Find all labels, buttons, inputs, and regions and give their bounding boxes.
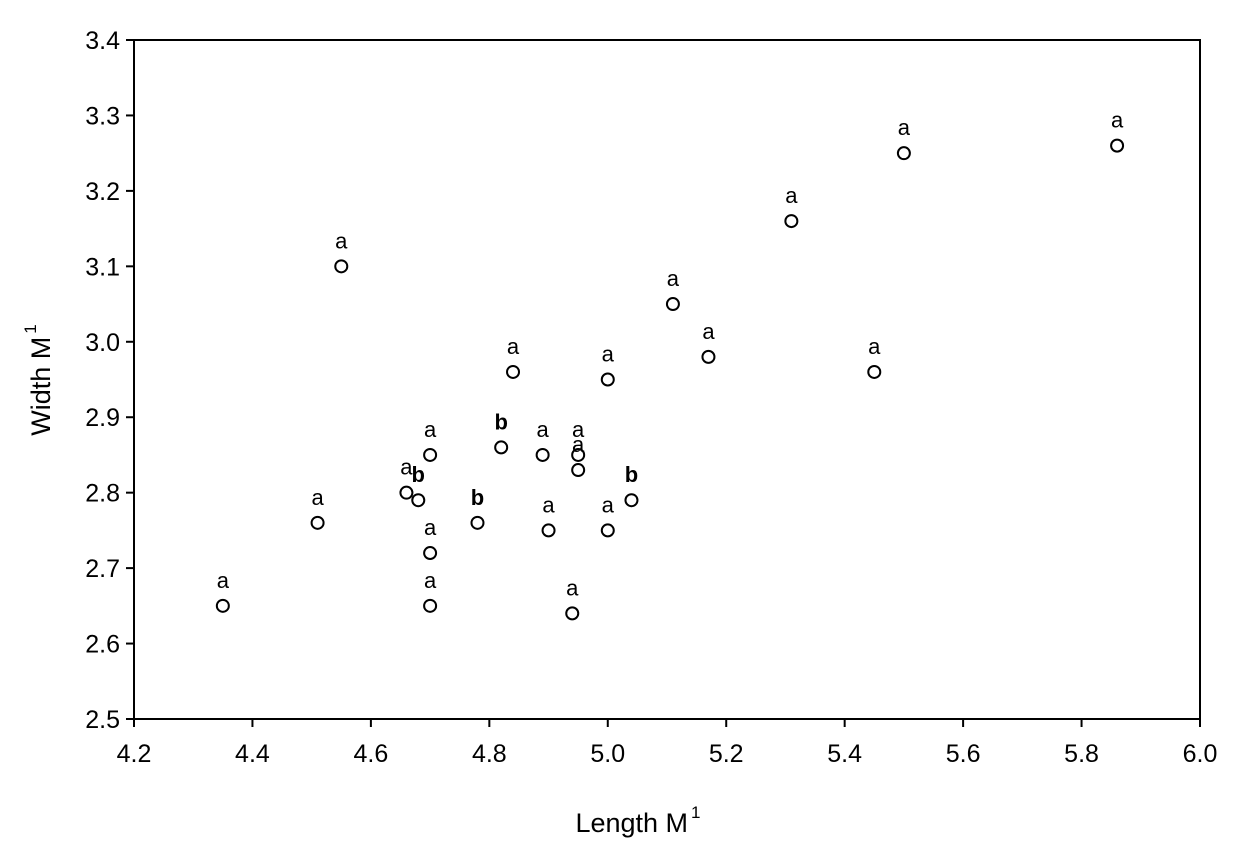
x-tick-label: 5.6 [946, 740, 981, 768]
data-point-label: a [311, 485, 324, 510]
data-point-marker [565, 606, 580, 621]
data-point-label: a [424, 515, 437, 540]
x-tick-label: 4.8 [472, 740, 507, 768]
data-point-label: b [412, 462, 425, 487]
y-tick-label: 2.6 [85, 631, 120, 659]
data-point-label: a [1111, 108, 1124, 133]
plot-frame [133, 39, 1201, 720]
data-point-label: b [625, 462, 638, 487]
y-axis-title-text: Width M [26, 337, 56, 436]
y-tick-label: 3.0 [85, 329, 120, 357]
data-point-label: b [471, 485, 484, 510]
data-point-label: a [702, 319, 715, 344]
x-axis-title-text: Length M [575, 808, 688, 838]
data-point-marker [470, 515, 485, 530]
data-point-marker [423, 447, 438, 462]
data-point-marker [399, 485, 414, 500]
data-point-label: a [507, 334, 520, 359]
data-point-label: a [424, 568, 437, 593]
data-point-marker [423, 546, 438, 561]
data-point-label: a [785, 183, 798, 208]
x-tick-label: 5.2 [709, 740, 744, 768]
y-tick-label: 2.7 [85, 555, 120, 583]
data-point-label: a [572, 417, 585, 442]
data-point-marker [541, 523, 556, 538]
x-tick-label: 5.4 [827, 740, 862, 768]
y-tick-label: 3.3 [85, 102, 120, 130]
data-point-marker [867, 364, 882, 379]
x-tick-label: 4.4 [235, 740, 270, 768]
data-point-marker [896, 146, 911, 161]
data-point-marker [506, 364, 521, 379]
data-point-label: a [667, 266, 680, 291]
y-axis-ticks: 2.5 2.6 2.7 2.8 2.9 3.0 3.1 3.2 3.3 3.4 [85, 27, 134, 734]
data-point-marker [571, 463, 586, 478]
data-point-marker [624, 493, 639, 508]
data-point-label: a [542, 492, 555, 517]
data-point-label: a [537, 417, 550, 442]
data-point-marker [334, 259, 349, 274]
data-point-label: a [898, 115, 911, 140]
data-point-marker [310, 515, 325, 530]
data-point-label: a [217, 568, 230, 593]
data-point-label: b [494, 409, 507, 434]
y-axis-title-superscript: 1 [21, 324, 40, 333]
data-point-label: a [335, 228, 348, 253]
data-point-label: a [868, 334, 881, 359]
x-axis-title-superscript: 1 [691, 803, 700, 822]
y-tick-label: 3.1 [85, 253, 120, 281]
data-point-marker [215, 598, 230, 613]
data-point-marker [600, 372, 615, 387]
data-point-marker [535, 447, 550, 462]
y-tick-label: 2.9 [85, 404, 120, 432]
x-axis-ticks: 4.2 4.4 4.6 4.8 5.0 5.2 5.4 5.6 5.8 6.0 [117, 719, 1218, 768]
data-point-marker [494, 440, 509, 455]
y-tick-label: 2.8 [85, 480, 120, 508]
data-point-label: a [424, 417, 437, 442]
data-point-marker [665, 297, 680, 312]
x-tick-label: 6.0 [1183, 740, 1218, 768]
data-point-marker [600, 523, 615, 538]
data-point-marker [423, 598, 438, 613]
x-tick-label: 5.8 [1064, 740, 1099, 768]
data-point-marker [784, 214, 799, 229]
y-axis-title: Width M 1 [21, 324, 56, 435]
data-point-marker [411, 493, 426, 508]
data-point-marker [571, 447, 586, 462]
data-point-marker [701, 349, 716, 364]
x-tick-label: 5.0 [590, 740, 625, 768]
x-tick-label: 4.2 [117, 740, 152, 768]
data-point-label: a [602, 492, 615, 517]
y-tick-label: 3.4 [85, 27, 120, 55]
data-point-label: a [566, 575, 579, 600]
data-point-label: a [400, 455, 413, 480]
data-point-label: a [602, 342, 615, 367]
y-tick-label: 3.2 [85, 178, 120, 206]
data-point-label: a [572, 432, 585, 457]
x-tick-label: 4.6 [354, 740, 389, 768]
y-tick-label: 2.5 [85, 706, 120, 734]
data-point-marker [1110, 138, 1125, 153]
